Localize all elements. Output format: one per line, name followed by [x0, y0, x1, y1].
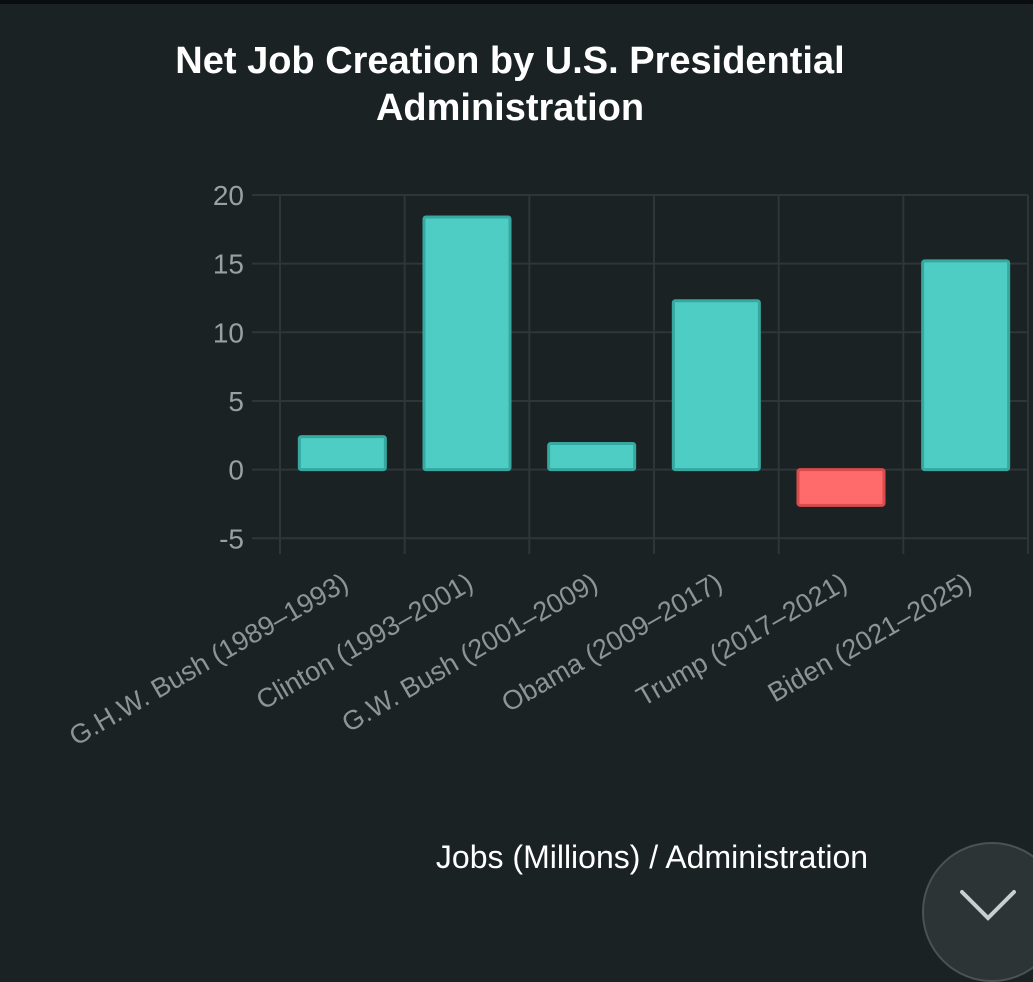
y-tick-label: -5	[219, 523, 244, 554]
x-axis-labels: G.H.W. Bush (1989–1993)Clinton (1993–200…	[64, 567, 977, 751]
chart-title-line-2: Administration	[375, 87, 645, 129]
x-axis-title: Jobs (Millions) / Administration	[436, 839, 868, 875]
bar-chart: 20 15 10 5 0 -5 G.H.W. Bush (1989–1993)Clinto…	[64, 180, 1029, 875]
y-tick-label: 5	[228, 386, 244, 417]
chart-bars	[297, 215, 1011, 507]
y-tick-label: 20	[213, 180, 244, 211]
chart-title: Net Job Creation by U.S. Presidential Ad…	[80, 38, 940, 132]
y-tick-label: 0	[228, 455, 244, 486]
chart-title-line-1: Net Job Creation by U.S. Presidential	[175, 40, 845, 82]
bar-3[interactable]	[671, 299, 761, 472]
bar-1[interactable]	[422, 215, 512, 472]
y-tick-label: 10	[213, 317, 244, 348]
y-tick-label: 15	[213, 249, 244, 280]
bar-2[interactable]	[547, 442, 637, 472]
x-tick-label: Clinton (1993–2001)	[251, 567, 478, 715]
x-tick-label: Trump (2017–2021)	[631, 567, 852, 712]
close-icon	[960, 890, 1016, 921]
top-edge	[0, 0, 1033, 4]
x-tick-label: Biden (2021–2025)	[763, 567, 977, 708]
x-tick-label: Obama (2009–2017)	[497, 567, 728, 718]
chart-grid	[252, 194, 1029, 554]
bar-0[interactable]	[297, 435, 387, 472]
bar-5[interactable]	[921, 259, 1011, 472]
bar-4[interactable]	[796, 468, 886, 507]
chart-ticks: 20 15 10 5 0 -5	[213, 180, 244, 554]
